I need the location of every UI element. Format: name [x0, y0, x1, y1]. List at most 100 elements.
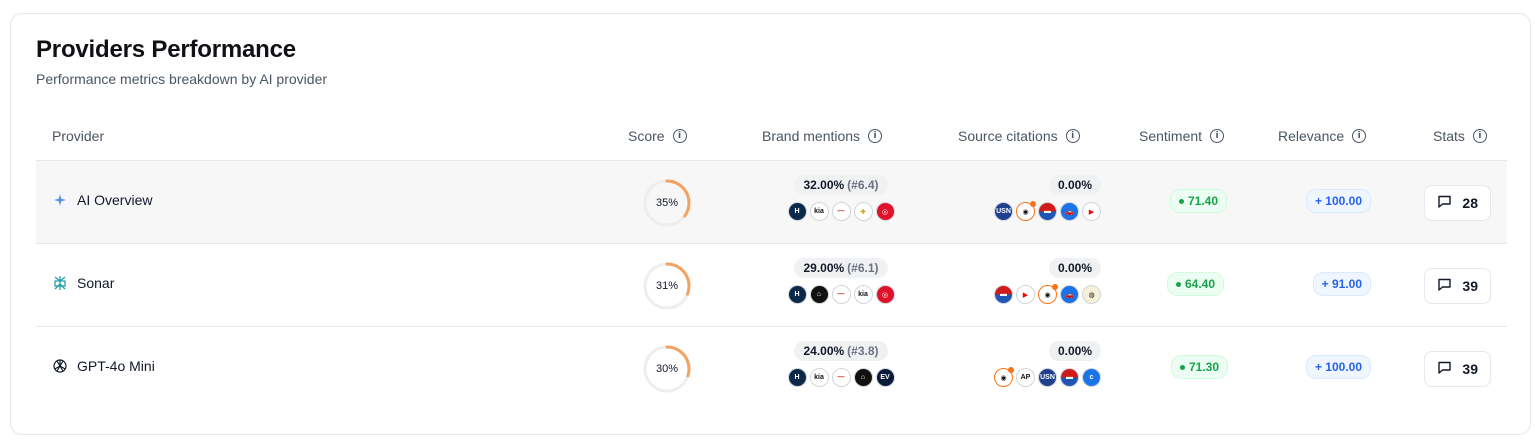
hyundai-logo-icon: H: [787, 202, 807, 221]
notification-dot-icon: [1008, 367, 1014, 373]
ap-logo-icon: AP: [1016, 368, 1035, 387]
column-source-citations-label: Source citations: [958, 128, 1058, 144]
edmunds-logo-icon: ▬: [1038, 202, 1057, 221]
brand-mentions-value: 32.00%: [803, 178, 845, 192]
provider-name: GPT-4o Mini: [77, 358, 155, 374]
provider-cell: AI Overview: [52, 192, 152, 208]
source-citations-pill[interactable]: 0.00%: [1048, 175, 1101, 195]
score-value: 31%: [655, 280, 679, 292]
sentiment-info-icon[interactable]: i: [1210, 129, 1225, 143]
relevance-badge: + 100.00: [1305, 189, 1371, 213]
stats-count: 28: [1462, 195, 1478, 211]
brand-mentions-rank: (#6.4): [847, 178, 879, 192]
kia-logo-icon: kia: [809, 202, 829, 221]
source-citations-value: 0.00%: [1057, 344, 1092, 358]
provider-name: AI Overview: [77, 192, 153, 208]
honda-logo-icon: —: [831, 285, 851, 304]
source-citations-pill[interactable]: 0.00%: [1048, 341, 1101, 361]
chevrolet-logo-icon: ✚: [853, 202, 873, 221]
source-logos: ◉ AP USN ▬ c: [994, 367, 1101, 387]
column-provider: Provider: [52, 128, 104, 144]
brand-mentions-rank: (#3.8): [847, 344, 879, 358]
comment-icon: [1437, 360, 1452, 378]
column-brand-mentions: Brand mentions i: [762, 128, 883, 144]
comment-icon: [1437, 277, 1452, 295]
source-logos: USN ◉ ▬ 🚗 ▶: [994, 201, 1101, 221]
sparkle-icon: [52, 192, 68, 208]
source-citations-value: 0.00%: [1057, 178, 1092, 192]
brand-mentions-rank: (#6.1): [847, 261, 879, 275]
ev-logo-icon: EV: [875, 368, 895, 387]
sentiment-dot-icon: [1176, 281, 1181, 287]
brand-mentions-value: 24.00%: [803, 344, 845, 358]
provider-name: Sonar: [77, 275, 115, 291]
brand-mentions-pill[interactable]: 24.00% (#3.8): [794, 341, 888, 361]
sentiment-dot-icon: [1179, 198, 1184, 204]
relevance-value: + 100.00: [1314, 360, 1362, 374]
relevance-badge: + 100.00: [1305, 355, 1371, 379]
brand-mentions-pill[interactable]: 32.00% (#6.4): [794, 175, 888, 195]
brand-mentions-info-icon[interactable]: i: [868, 129, 883, 143]
column-relevance: Relevance i: [1278, 128, 1367, 144]
source-citations-cell: 0.00% USN ◉ ▬ 🚗 ▶: [986, 175, 1101, 221]
score-info-icon[interactable]: i: [672, 129, 687, 143]
stats-count: 39: [1462, 361, 1478, 377]
hyundai-logo-icon: H: [787, 285, 807, 304]
score-ring: 31%: [642, 261, 692, 311]
home-logo-icon: ⌂: [809, 285, 829, 304]
notification-dot-icon: [1052, 284, 1058, 290]
sentiment-badge: 71.30: [1171, 355, 1229, 379]
score-ring: 30%: [642, 344, 692, 394]
source-citations-pill[interactable]: 0.00%: [1048, 258, 1101, 278]
stats-count: 39: [1462, 278, 1478, 294]
column-source-citations: Source citations i: [958, 128, 1080, 144]
column-sentiment-label: Sentiment: [1139, 128, 1203, 144]
column-stats: Stats i: [1433, 128, 1487, 144]
hyundai-logo-icon: H: [787, 368, 807, 387]
edmunds-logo-icon: ▬: [1060, 368, 1079, 387]
source-citations-cell: 0.00% ▬ ▶ ◉ 🚗 ◍: [986, 258, 1101, 304]
stats-info-icon[interactable]: i: [1472, 129, 1487, 143]
usnews-logo-icon: USN: [994, 202, 1013, 221]
card-subtitle: Performance metrics breakdown by AI prov…: [36, 71, 328, 87]
sentiment-badge: 64.40: [1167, 272, 1225, 296]
classic-logo-icon: c: [1082, 368, 1101, 387]
provider-cell: GPT-4o Mini: [52, 358, 155, 374]
column-score-label: Score: [628, 128, 665, 144]
openai-icon: [52, 358, 68, 374]
brand-mentions-cell: 29.00% (#6.1) H ⌂ — kia ◎: [776, 258, 906, 304]
table-header: Provider Score i Brand mentions i Source…: [36, 112, 1507, 161]
table-row[interactable]: Sonar 31% 29.00% (#6.1) H ⌂ — kia ◎ 0.00% ▬ ▶ ◉…: [36, 244, 1507, 327]
kbb-logo-icon: ◍: [1082, 285, 1101, 304]
column-stats-label: Stats: [1433, 128, 1465, 144]
honda-logo-icon: —: [831, 202, 851, 221]
usnews-logo-icon: USN: [1038, 368, 1057, 387]
relevance-badge: + 91.00: [1312, 272, 1371, 296]
score-value: 35%: [655, 197, 679, 209]
stats-button[interactable]: 39: [1424, 268, 1491, 304]
providers-performance-card: Providers Performance Performance metric…: [10, 13, 1531, 435]
sentiment-badge: 71.40: [1170, 189, 1228, 213]
caranddriver-logo-icon: ◉: [1016, 201, 1036, 221]
brand-mentions-value: 29.00%: [803, 261, 845, 275]
stats-button[interactable]: 39: [1424, 351, 1491, 387]
honda-logo-icon: —: [831, 368, 851, 387]
kia-logo-icon: kia: [853, 285, 873, 304]
provider-cell: Sonar: [52, 275, 114, 291]
home-logo-icon: ⌂: [853, 368, 873, 387]
edmunds-logo-icon: ▬: [994, 285, 1013, 304]
comment-icon: [1437, 194, 1452, 212]
sentiment-value: 64.40: [1185, 277, 1216, 291]
card-title: Providers Performance: [36, 36, 296, 63]
relevance-info-icon[interactable]: i: [1352, 129, 1367, 143]
stats-button[interactable]: 28: [1424, 185, 1491, 221]
cars-logo-icon: 🚗: [1060, 202, 1079, 221]
column-provider-label: Provider: [52, 128, 105, 144]
source-citations-info-icon[interactable]: i: [1065, 129, 1080, 143]
brand-mentions-pill[interactable]: 29.00% (#6.1): [794, 258, 888, 278]
